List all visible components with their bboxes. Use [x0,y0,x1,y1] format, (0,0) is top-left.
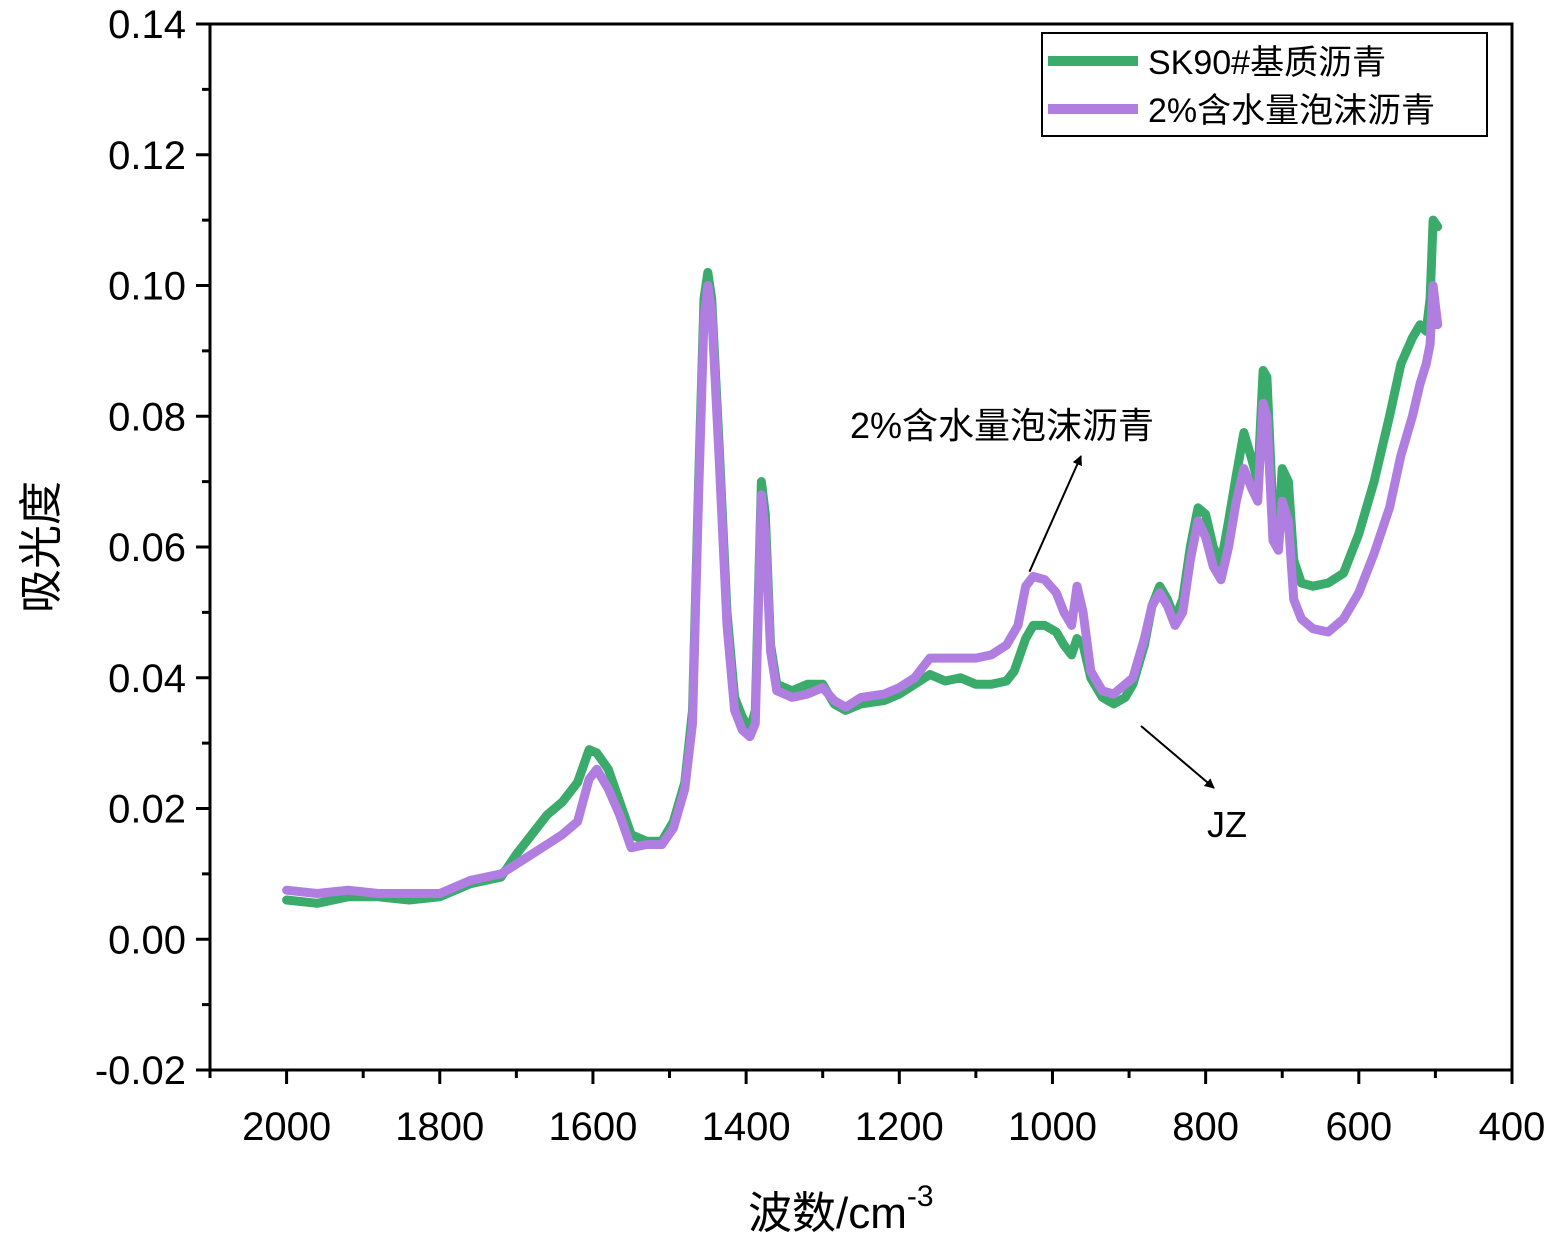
y-tick-label: 0.10 [108,265,186,309]
y-tick-label: 0.04 [108,657,186,701]
x-axis-title: 波数/cm-3 [748,1180,934,1238]
plot-frame [208,22,1514,1072]
series-line-sk90 [282,215,1443,908]
legend-label-foamed: 2%含水量泡沫沥青 [1148,92,1435,130]
x-tick-label: 800 [1172,1105,1239,1149]
annotation-foamed-label: 2%含水量泡沫沥青 [850,405,1154,446]
annotation-jz-arrow [1140,725,1215,789]
series-layer [282,215,1443,908]
annotation-jz-label: JZ [1207,804,1247,845]
legend-label-sk90: SK90#基质沥青 [1148,44,1386,82]
x-tick-label: 600 [1325,1105,1392,1149]
x-tick-label: 1400 [702,1105,791,1149]
x-tick-label: 1000 [1008,1105,1097,1149]
y-tick-label: 0.12 [108,134,186,178]
x-tick-label: 400 [1479,1105,1546,1149]
y-tick-label: 0.06 [108,526,186,570]
legend-box [1041,32,1488,137]
legend: SK90#基质沥青 2%含水量泡沫沥青 [1041,32,1488,137]
x-axis-title-main: 波数/cm [748,1189,907,1238]
annotation-foamed-arrow [1028,455,1082,573]
x-tick-label: 1800 [395,1105,484,1149]
y-tick-label: -0.02 [95,1049,186,1093]
y-tick-label: 0.00 [108,918,186,962]
annotation-layer: 2%含水量泡沫沥青 JZ [850,405,1247,845]
x-tick-label: 1600 [548,1105,637,1149]
y-tick-label: 0.08 [108,395,186,439]
x-tick-label: 2000 [242,1105,331,1149]
y-tick-label: 0.02 [108,788,186,832]
axes-layer: 2000 1800 1600 1400 1200 1000 800 600 400 -0.02 0.… [95,3,1546,1149]
series-line-foamed [282,281,1443,898]
x-axis-title-superscript: -3 [907,1180,934,1213]
y-tick-label: 0.14 [108,3,186,47]
y-axis-title: 吸光度 [17,481,66,613]
x-tick-label: 1200 [855,1105,944,1149]
